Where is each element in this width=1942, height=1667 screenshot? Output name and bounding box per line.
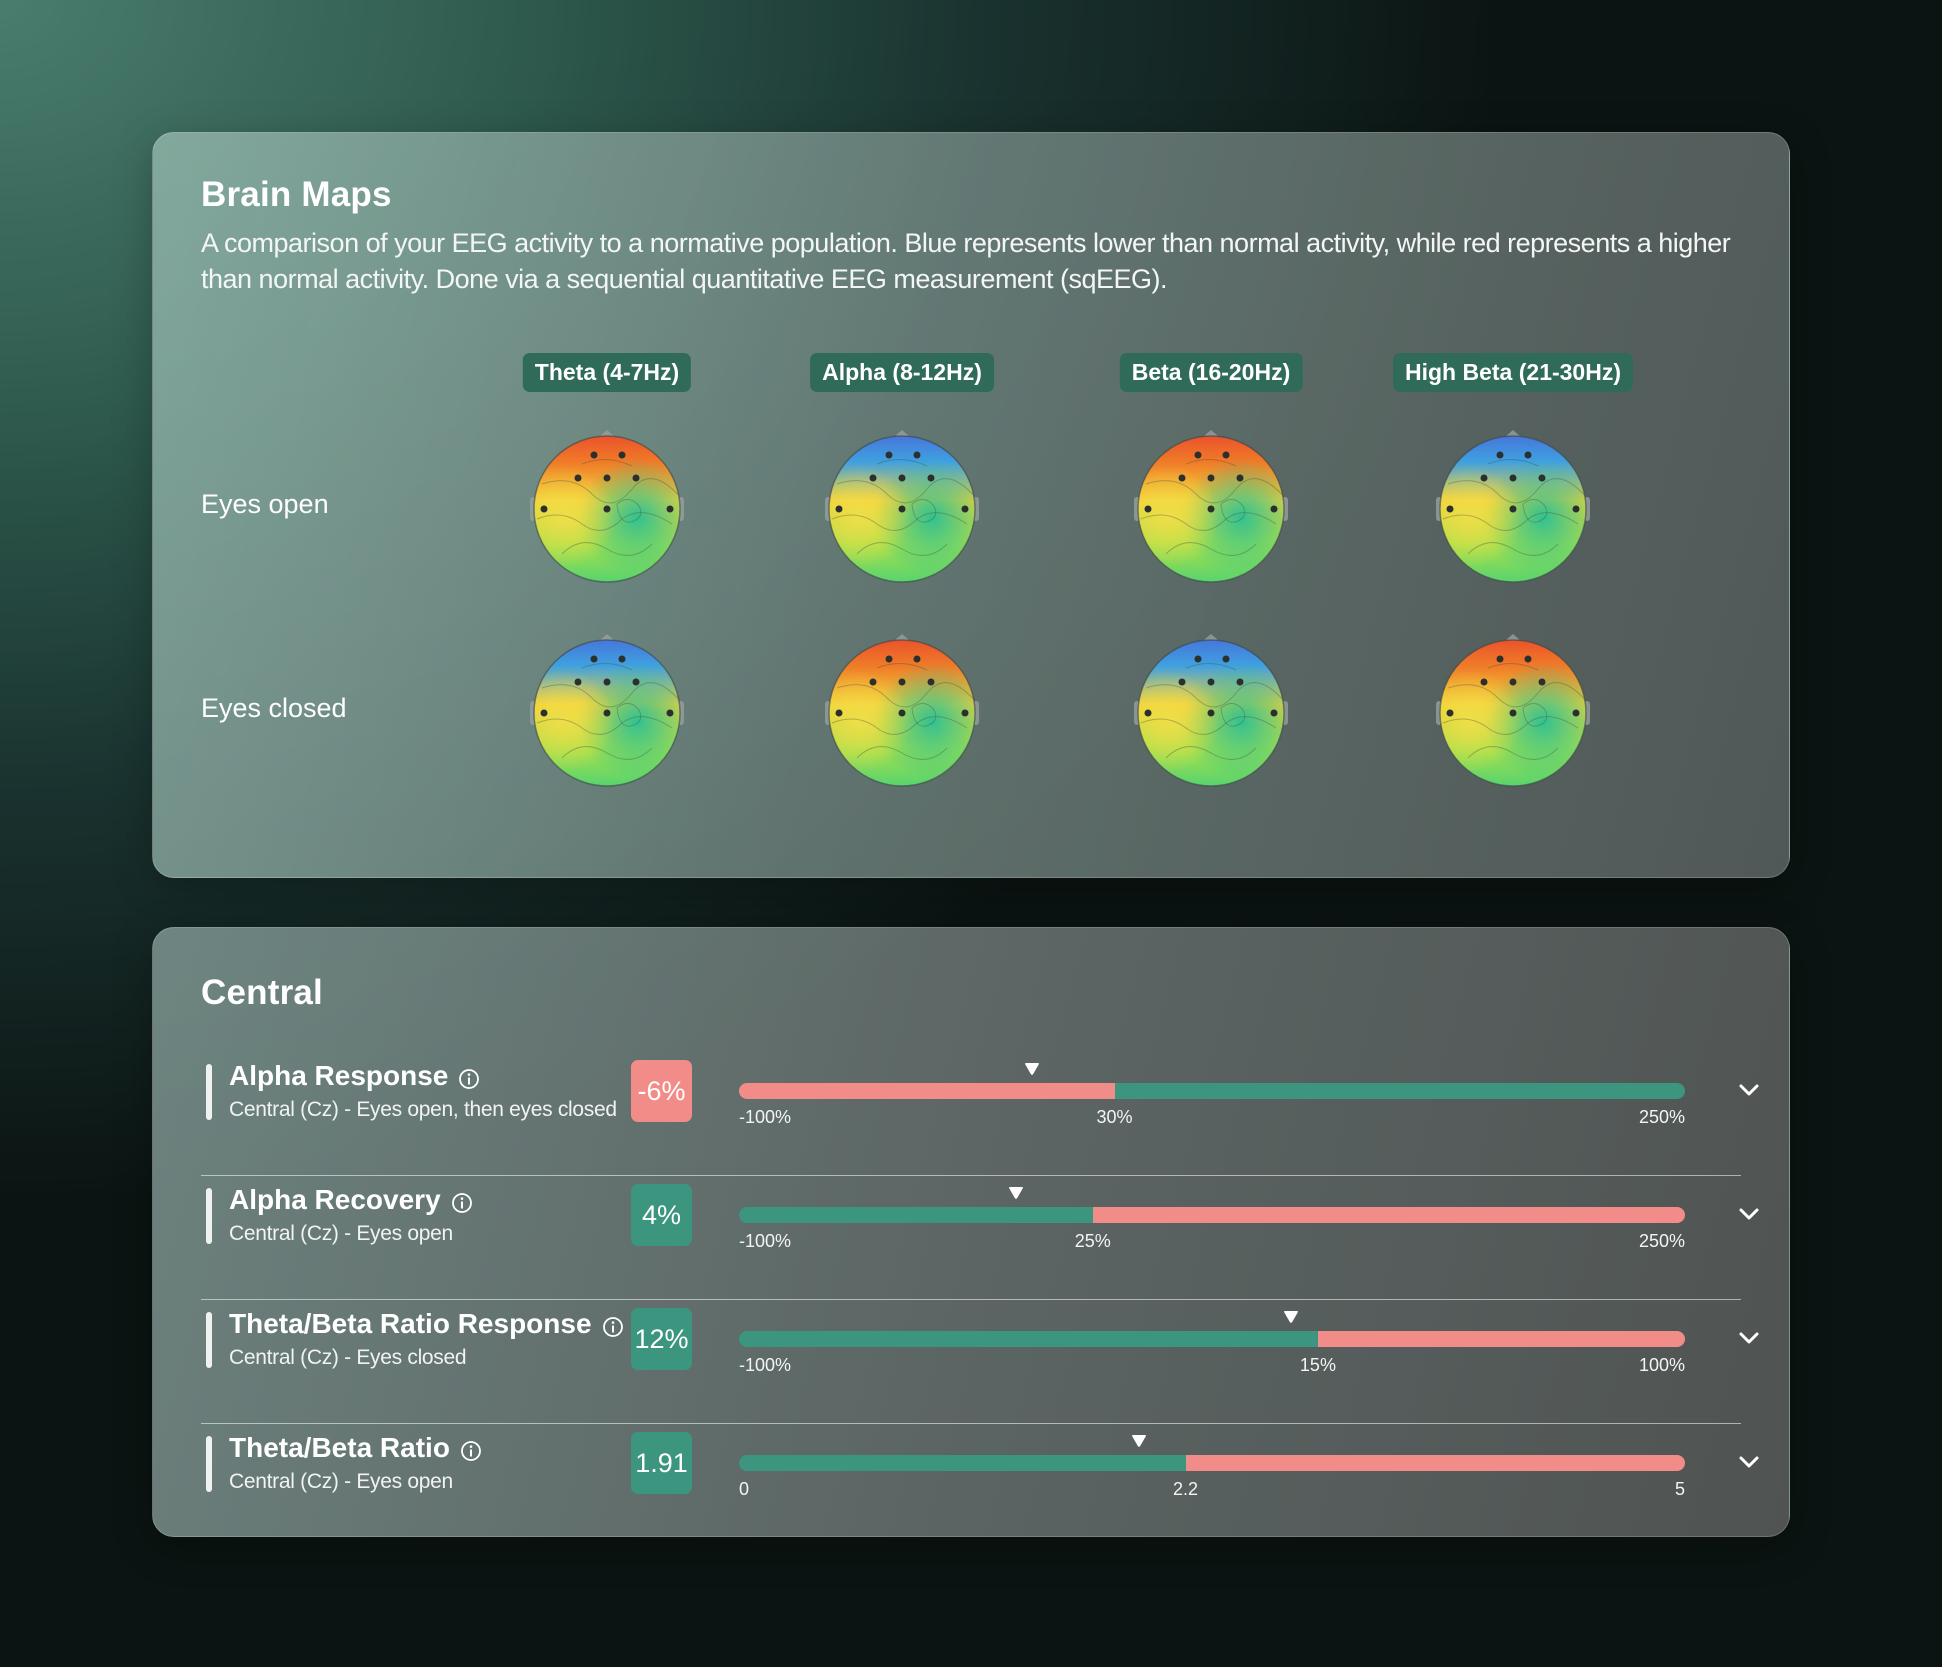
row-label-eyes-closed: Eyes closed [201,693,347,723]
scale-max-label: 100% [1638,1355,1685,1375]
metric-row-alpha-response: Alpha Response Central (Cz) - Eyes open,… [201,1052,1759,1176]
metric-subtitle: Central (Cz) - Eyes open [229,1222,453,1245]
scale-min-label: -100% [739,1231,792,1251]
brain-map-alpha-eyes-closed [817,628,987,798]
central-title: Central [201,973,323,1012]
brain-map-high-beta-eyes-open [1428,424,1598,594]
metric-row-theta-beta-ratio: Theta/Beta Ratio Central (Cz) - Eyes ope… [201,1424,1759,1548]
row-divider [201,1423,1741,1424]
scale-max-label: 250% [1638,1107,1685,1127]
brain-maps-title: Brain Maps [201,175,392,214]
scale-min-label: 0 [739,1479,750,1499]
scale-max-label: 5 [1674,1479,1685,1499]
band-label-theta: Theta (4-7Hz) [522,353,692,392]
metric-range-bar [739,1455,1685,1471]
metric-accent-bar [206,1312,212,1368]
metric-subtitle: Central (Cz) - Eyes open, then eyes clos… [229,1098,617,1121]
metric-accent-bar [206,1064,212,1120]
chevron-down-icon[interactable] [1736,1201,1762,1227]
band-label-alpha: Alpha (8-12Hz) [810,353,994,392]
metric-range-bar [739,1331,1685,1347]
band-label-beta: Beta (16-20Hz) [1119,353,1303,392]
metric-subtitle: Central (Cz) - Eyes open [229,1470,453,1493]
metric-name: Theta/Beta Ratio [229,1432,482,1464]
info-icon[interactable] [451,1189,473,1213]
metric-name-text: Theta/Beta Ratio [229,1432,450,1463]
metric-accent-bar [206,1436,212,1492]
metric-accent-bar [206,1188,212,1244]
metric-subtitle: Central (Cz) - Eyes closed [229,1346,467,1369]
brain-maps-card: Brain Maps A comparison of your EEG acti… [152,132,1790,878]
range-segment-left [739,1455,1186,1471]
row-divider [201,1175,1741,1176]
scale-min-label: -100% [739,1107,792,1127]
metric-name: Alpha Response [229,1060,480,1092]
metric-name: Theta/Beta Ratio Response [229,1308,624,1340]
range-segment-left [739,1083,1115,1099]
metric-range-bar [739,1207,1685,1223]
brain-map-alpha-eyes-open [817,424,987,594]
chevron-down-icon[interactable] [1736,1077,1762,1103]
range-segment-right [1317,1331,1685,1347]
chevron-down-icon[interactable] [1736,1325,1762,1351]
range-segment-right [1185,1455,1685,1471]
chevron-down-icon[interactable] [1736,1449,1762,1475]
brain-map-theta-eyes-open [522,424,692,594]
metric-name-text: Alpha Response [229,1060,449,1091]
metric-value-badge: 1.91 [631,1432,692,1494]
metric-row-theta-beta-ratio-response: Theta/Beta Ratio Response Central (Cz) -… [201,1300,1759,1424]
metric-value-badge: 12% [631,1308,692,1370]
scale-mid-label: 2.2 [1172,1479,1199,1499]
metric-name: Alpha Recovery [229,1184,473,1216]
brain-map-high-beta-eyes-closed [1428,628,1598,798]
metric-name-text: Theta/Beta Ratio Response [229,1308,592,1339]
scale-mid-label: 15% [1299,1355,1336,1375]
range-segment-right [1114,1083,1685,1099]
brain-map-theta-eyes-closed [522,628,692,798]
scale-max-label: 250% [1638,1231,1685,1251]
metric-row-alpha-recovery: Alpha Recovery Central (Cz) - Eyes open … [201,1176,1759,1300]
row-label-eyes-open: Eyes open [201,489,329,519]
metric-value-badge: -6% [631,1060,692,1122]
metric-name-text: Alpha Recovery [229,1184,441,1215]
info-icon[interactable] [460,1437,482,1461]
scale-mid-label: 25% [1074,1231,1111,1251]
scale-min-label: -100% [739,1355,792,1375]
row-divider [201,1299,1741,1300]
brain-maps-description: A comparison of your EEG activity to a n… [201,228,1731,294]
range-segment-left [739,1331,1318,1347]
brain-map-beta-eyes-open [1126,424,1296,594]
central-card: Central Alpha Response Central (Cz) - Ey… [152,927,1790,1537]
range-segment-right [1092,1207,1685,1223]
info-icon[interactable] [458,1065,480,1089]
brain-map-beta-eyes-closed [1126,628,1296,798]
band-label-high-beta: High Beta (21-30Hz) [1393,353,1633,392]
metric-range-bar [739,1083,1685,1099]
metric-value-badge: 4% [631,1184,692,1246]
range-segment-left [739,1207,1093,1223]
info-icon[interactable] [602,1313,624,1337]
scale-mid-label: 30% [1096,1107,1133,1127]
